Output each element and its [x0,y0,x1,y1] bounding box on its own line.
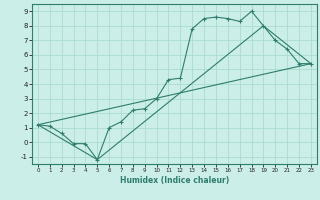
X-axis label: Humidex (Indice chaleur): Humidex (Indice chaleur) [120,176,229,185]
